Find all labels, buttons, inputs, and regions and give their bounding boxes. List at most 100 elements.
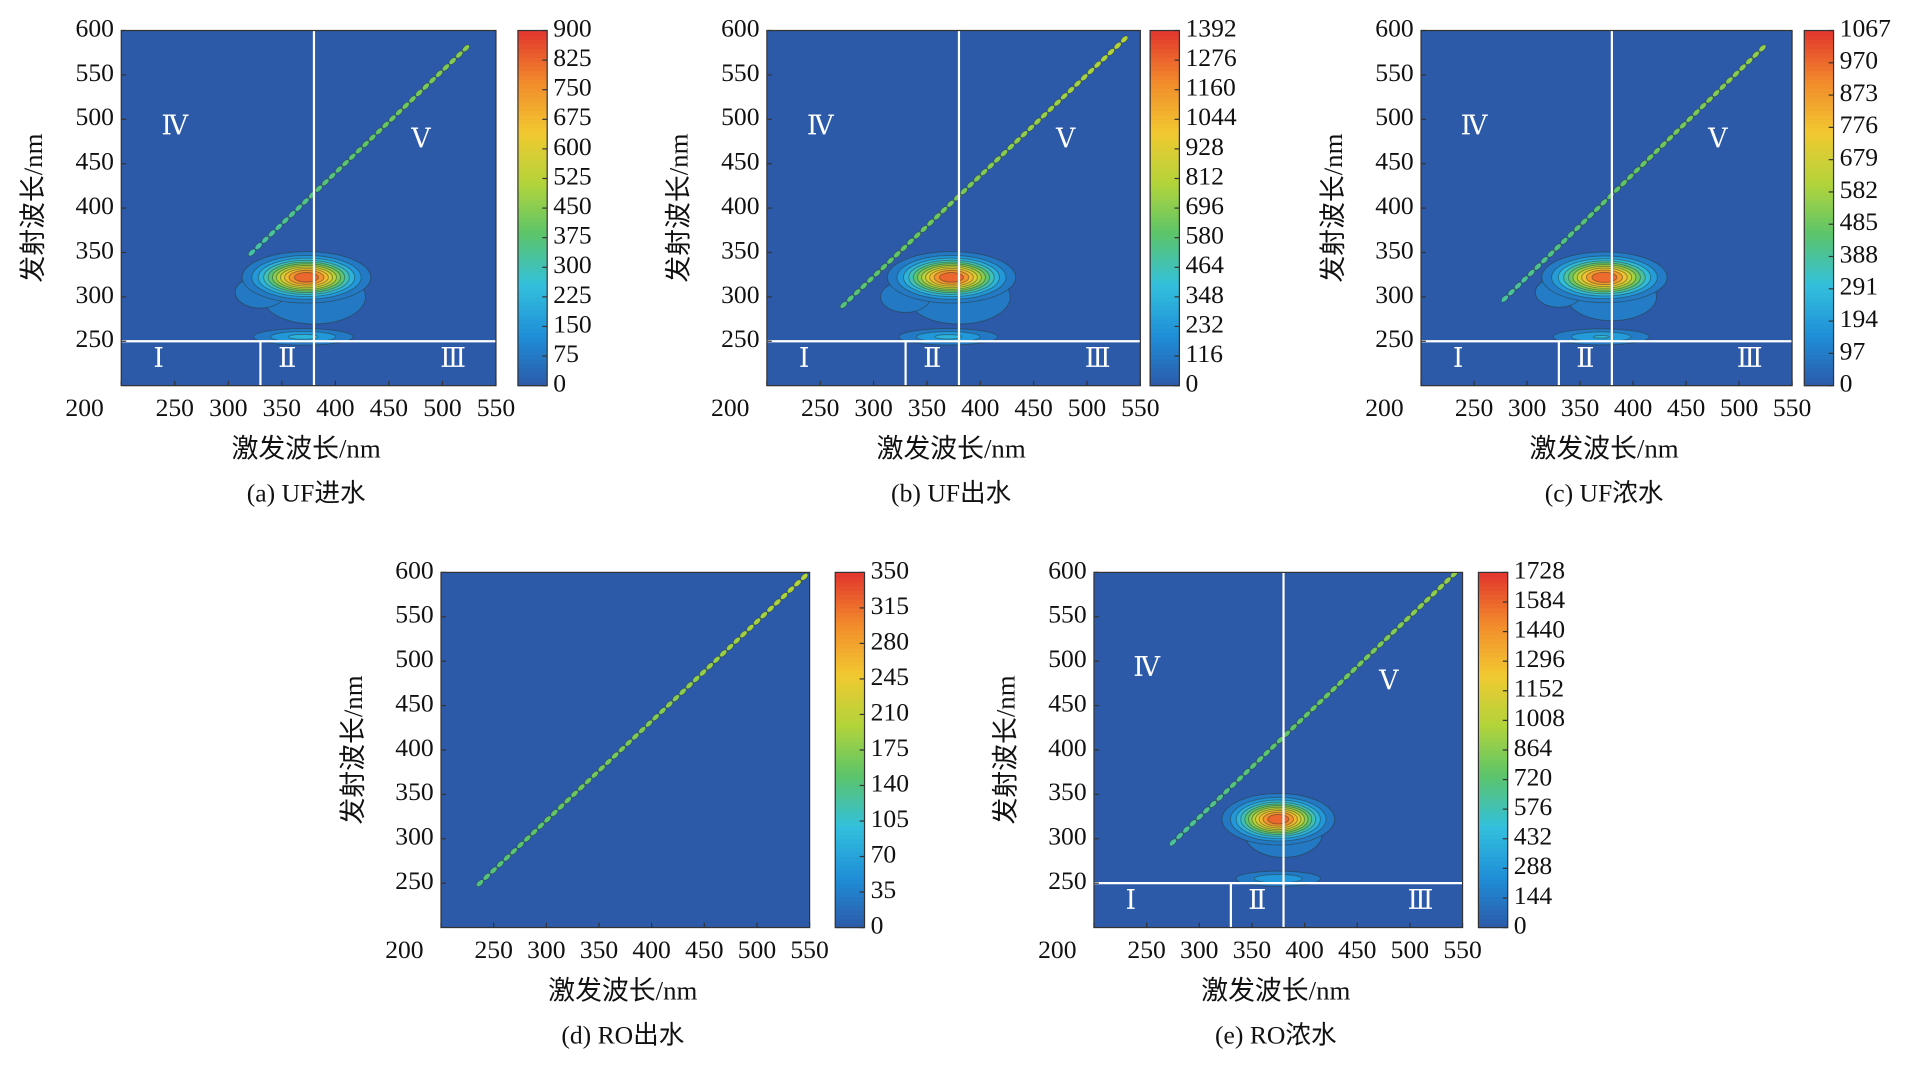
scatter-dot: [873, 269, 882, 278]
colorbar-band: [1478, 860, 1508, 867]
x-tick-label: 500: [423, 393, 461, 422]
scatter-dot: [1209, 800, 1218, 808]
colorbar-tick-label: 388: [1840, 239, 1878, 268]
scatter-dot: [557, 802, 566, 811]
colorbar-band: [1804, 199, 1834, 205]
colorbar-band: [835, 714, 865, 720]
colorbar-band: [1150, 177, 1180, 183]
caption: (d) RO出水: [561, 1020, 684, 1049]
caption: (c) UF浓水: [1545, 478, 1664, 507]
colorbar-tick-label: 288: [1514, 851, 1552, 880]
colorbar-band: [1150, 381, 1180, 387]
region-label: Ⅳ: [1461, 110, 1489, 140]
x-tick-label: 200: [1365, 393, 1403, 422]
colorbar: [1804, 30, 1834, 387]
colorbar-band: [835, 718, 865, 724]
colorbar-band: [1150, 110, 1180, 116]
scatter-dot: [1249, 761, 1258, 770]
colorbar-tick-label: 350: [871, 555, 909, 584]
scatter-dot: [786, 585, 795, 594]
colorbar-band: [1478, 665, 1508, 671]
colorbar-band: [517, 265, 548, 271]
scatter-dot: [1229, 780, 1238, 789]
colorbar-band: [835, 887, 865, 893]
scatter-band: [1168, 572, 1459, 847]
scatter-dot: [476, 879, 484, 888]
colorbar-tick-label: 210: [871, 697, 909, 726]
x-axis-label: 激发波长/nm: [232, 434, 381, 464]
x-tick-label: 450: [1338, 935, 1376, 964]
colorbar-band: [1804, 314, 1834, 320]
colorbar-band: [1150, 376, 1180, 382]
colorbar-band: [517, 296, 548, 302]
region-label: Ⅴ: [1055, 124, 1076, 154]
x-tick-label: 300: [1180, 935, 1218, 964]
colorbar-band: [1478, 687, 1508, 693]
scatter-dot: [1718, 82, 1727, 91]
scatter-dot: [288, 210, 296, 219]
scatter-dot: [1100, 54, 1109, 63]
colorbar-band: [1478, 643, 1508, 649]
plot-area: [121, 30, 496, 386]
colorbar-band: [1150, 48, 1180, 54]
colorbar-tick-label: 450: [553, 191, 591, 220]
colorbar-band: [1150, 261, 1180, 267]
colorbar-band: [835, 599, 865, 605]
colorbar-band: [1478, 918, 1508, 924]
x-axis-label: 激发波长/nm: [1201, 976, 1350, 1006]
panel: 200 250 300 350 400 450 500 5502503003504004505…: [338, 555, 909, 1049]
colorbar-band: [1150, 163, 1180, 169]
colorbar-band: [1150, 287, 1180, 294]
scatter-dot: [839, 300, 848, 309]
scatter-dot: [1369, 646, 1378, 655]
colorbar-band: [517, 34, 548, 41]
colorbar-band: [1804, 123, 1834, 129]
colorbar-band: [835, 692, 865, 698]
x-tick-label: 550: [477, 393, 515, 422]
colorbar-tick-label: 812: [1186, 161, 1224, 190]
scatter-dot: [853, 288, 862, 297]
colorbar-tick-label: 140: [871, 768, 909, 797]
y-tick-label: 250: [721, 324, 759, 353]
panel: Ⅰ Ⅱ Ⅲ Ⅳ Ⅴ 200 250 300 350 400 450 500 550 250 300 350 40…: [18, 13, 592, 507]
colorbar-band: [1804, 145, 1834, 151]
colorbar-band: [1478, 576, 1508, 582]
colorbar-band: [835, 776, 865, 782]
scatter-dot: [1573, 224, 1582, 232]
colorbar-band: [835, 670, 865, 676]
scatter-dot: [1269, 742, 1278, 751]
colorbar-band: [1804, 110, 1834, 116]
scatter-dot: [1533, 262, 1542, 271]
colorbar-band: [1150, 105, 1180, 112]
scatter-dot: [577, 783, 586, 792]
colorbar-band: [517, 354, 548, 360]
colorbar-band: [1150, 230, 1180, 236]
colorbar-band: [1804, 114, 1834, 120]
colorbar-band: [517, 261, 548, 267]
colorbar-band: [1150, 327, 1180, 334]
colorbar-band: [835, 763, 865, 769]
colorbar-band: [1804, 43, 1834, 49]
colorbar-band: [1478, 807, 1508, 813]
colorbar-band: [1478, 705, 1508, 711]
colorbar-band: [1150, 212, 1180, 218]
colorbar-band: [1804, 128, 1834, 134]
colorbar-band: [1150, 34, 1180, 41]
region-label: Ⅰ: [153, 343, 164, 373]
colorbar-band: [1150, 168, 1180, 174]
colorbar-band: [517, 43, 548, 49]
scatter-dot: [973, 174, 982, 183]
scatter-dot: [375, 127, 383, 136]
scatter-dot: [1349, 666, 1358, 674]
x-tick-label: 250: [801, 393, 839, 422]
colorbar-band: [1804, 292, 1834, 298]
colorbar-band: [835, 701, 865, 707]
scatter-dot: [800, 572, 809, 581]
colorbar-tick-label: 720: [1514, 762, 1552, 791]
scatter-dot: [1296, 717, 1305, 725]
panel: Ⅰ Ⅱ Ⅲ Ⅳ Ⅴ 200 250 300 350 400 450 500 550 250 300 350 40…: [664, 13, 1237, 507]
colorbar-tick-label: 432: [1514, 822, 1552, 851]
scatter-dot: [604, 758, 613, 766]
scatter-dot: [1443, 576, 1452, 585]
colorbar-band: [1804, 310, 1834, 316]
